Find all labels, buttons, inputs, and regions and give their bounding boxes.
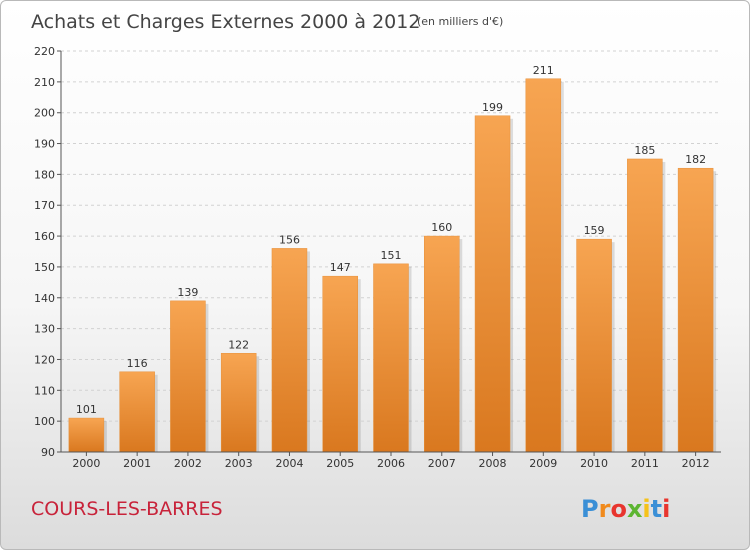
logo-letter: i <box>642 495 650 523</box>
logo-letter: t <box>651 495 662 523</box>
y-tick-label: 180 <box>34 168 55 181</box>
y-tick-label: 130 <box>34 323 55 336</box>
bar-2004 <box>271 248 308 453</box>
logo-letter: x <box>627 495 643 523</box>
x-tick-label: 2003 <box>225 457 253 470</box>
y-tick-label: 120 <box>34 353 55 366</box>
proxiti-logo: Proxiti <box>581 495 670 523</box>
y-tick-label: 150 <box>34 261 55 274</box>
value-label: 199 <box>482 101 503 114</box>
commune-name: COURS-LES-BARRES <box>31 498 223 520</box>
x-tick-label: 2007 <box>428 457 456 470</box>
y-axis: 90 100 110 120 130 140 150 160 170 180 190 200 210 22… <box>34 45 62 459</box>
value-label: 159 <box>584 224 605 237</box>
logo-letter: P <box>581 495 599 523</box>
x-tick-label: 2008 <box>479 457 507 470</box>
x-tick-label: 2010 <box>580 457 608 470</box>
logo-letter: i <box>662 495 670 523</box>
bar-2001 <box>119 371 155 453</box>
x-tick-label: 2006 <box>377 457 405 470</box>
bar-2011 <box>627 158 663 453</box>
value-label: 116 <box>127 357 148 370</box>
value-label: 139 <box>177 286 198 299</box>
x-axis: 2000 2001 2002 2003 2004 2005 2006 2007 2008 2009… <box>61 451 721 470</box>
bar-2000 <box>68 417 105 453</box>
y-tick-label: 160 <box>34 230 55 243</box>
value-label: 185 <box>634 144 655 157</box>
x-tick-label: 2009 <box>529 457 557 470</box>
bar-2012 <box>677 167 714 453</box>
y-tick-label: 90 <box>41 446 55 459</box>
logo-letter: r <box>599 495 611 523</box>
y-tick-label: 100 <box>34 415 55 428</box>
x-tick-label: 2011 <box>631 457 659 470</box>
x-tick-label: 2012 <box>682 457 710 470</box>
bar-2006 <box>373 263 409 453</box>
y-tick-label: 210 <box>34 76 55 89</box>
x-tick-label: 2004 <box>275 457 303 470</box>
bar-2008 <box>474 115 511 453</box>
y-tick-label: 200 <box>34 107 55 120</box>
value-label: 101 <box>76 403 97 416</box>
y-tick-label: 170 <box>34 199 55 212</box>
x-tick-label: 2001 <box>123 457 151 470</box>
bar-2002 <box>170 300 206 453</box>
y-tick-label: 110 <box>34 384 55 397</box>
x-tick-label: 2002 <box>174 457 202 470</box>
value-label: 122 <box>228 338 249 351</box>
chart-subtitle: (en milliers d'€) <box>417 15 503 28</box>
bar-2010 <box>576 238 612 453</box>
y-tick-label: 140 <box>34 292 55 305</box>
bars: 101 116 139 122 156 147 151 160 199 211 159 185 182 <box>68 64 717 453</box>
value-label: 147 <box>330 261 351 274</box>
bar-2003 <box>220 353 257 453</box>
y-tick-label: 190 <box>34 138 55 151</box>
y-tick-label: 220 <box>34 45 55 58</box>
chart-title: Achats et Charges Externes 2000 à 2012 <box>31 11 420 33</box>
value-label: 182 <box>685 153 706 166</box>
value-label: 151 <box>381 249 402 262</box>
value-label: 211 <box>533 64 554 77</box>
bar-2009 <box>525 78 562 453</box>
bar-2005 <box>322 275 358 453</box>
x-tick-label: 2000 <box>72 457 100 470</box>
x-tick-label: 2005 <box>326 457 354 470</box>
value-label: 160 <box>431 221 452 234</box>
logo-letter: o <box>610 495 627 523</box>
value-label: 156 <box>279 233 300 246</box>
bar-2007 <box>424 235 460 453</box>
